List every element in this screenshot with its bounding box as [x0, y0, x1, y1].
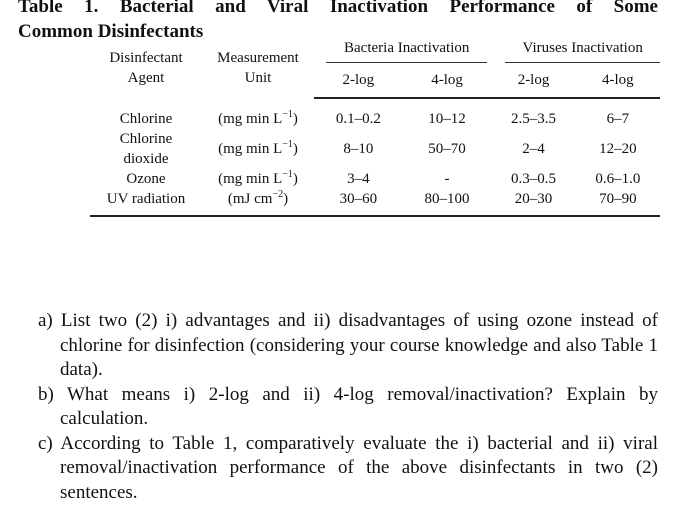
- table-row: Ozone (mg min L−1) 3–4 - 0.3–0.5 0.6–1.0: [90, 169, 660, 189]
- table-caption: Table 1. Bacterial and Viral Inactivatio…: [18, 0, 658, 44]
- cell-viruses-4log: 12–20: [599, 141, 637, 157]
- cell-bacteria-4log: 80–100: [402, 189, 492, 217]
- header-agent: Disinfectant Agent: [109, 50, 183, 86]
- caption-line-1: Table 1. Bacterial and Viral Inactivatio…: [18, 0, 658, 17]
- cell-agent: UV radiation: [90, 189, 202, 217]
- cell-unit: (mJ cm−2): [202, 189, 314, 217]
- cell-bacteria-2log: 8–10: [343, 141, 374, 157]
- question-a: a) List two (2) i) advantages and ii) di…: [38, 310, 658, 380]
- cell-agent: Chlorine dioxide: [119, 131, 173, 167]
- questions-list: a) List two (2) i) advantages and ii) di…: [38, 309, 658, 505]
- cell-bacteria-2log: 30–60: [314, 189, 403, 217]
- cell-agent: Ozone: [126, 171, 166, 187]
- table-row: Chlorine (mg min L−1) 0.1–0.2 10–12 2.5–…: [90, 98, 660, 129]
- cell-unit: (mg min L−1): [218, 169, 298, 188]
- cell-viruses-4log: 70–90: [575, 189, 660, 217]
- caption-line-2: Common Disinfectants: [18, 21, 204, 42]
- header-unit: Measurement Unit: [217, 50, 299, 86]
- cell-unit: (mg min L−1): [218, 108, 298, 127]
- header-bacteria-group: Bacteria Inactivation: [314, 38, 491, 63]
- cell-bacteria-4log: -: [444, 171, 450, 187]
- question-c: c) According to Table 1, comparatively e…: [38, 432, 658, 503]
- cell-viruses-2log: 20–30: [491, 189, 576, 217]
- header-viruses-2log: 2-log: [491, 63, 576, 99]
- cell-viruses-2log: 0.3–0.5: [511, 171, 557, 187]
- cell-viruses-2log: 2–4: [522, 141, 545, 157]
- cell-unit: (mg min L−1): [218, 139, 298, 158]
- cell-agent: Chlorine: [119, 110, 173, 127]
- cell-bacteria-4log: 10–12: [428, 111, 466, 127]
- question-b: b) What means i) 2-log and ii) 4-log rem…: [38, 383, 658, 430]
- table-row: UV radiation (mJ cm−2) 30–60 80–100 20–3…: [90, 189, 660, 217]
- header-viruses-4log: 4-log: [575, 63, 660, 99]
- header-bacteria-4log: 4-log: [402, 63, 492, 99]
- cell-viruses-2log: 2.5–3.5: [511, 111, 557, 127]
- cell-bacteria-2log: 3–4: [347, 171, 370, 187]
- cell-bacteria-4log: 50–70: [428, 141, 466, 157]
- header-viruses-group: Viruses Inactivation: [491, 38, 660, 63]
- cell-viruses-4log: 6–7: [606, 111, 630, 127]
- cell-viruses-4log: 0.6–1.0: [595, 171, 641, 187]
- header-bacteria-2log: 2-log: [314, 63, 403, 99]
- disinfectant-table: Disinfectant Agent Measurement Unit Bacter…: [90, 38, 660, 217]
- cell-bacteria-2log: 0.1–0.2: [335, 111, 381, 127]
- table-row: Chlorine dioxide (mg min L−1) 8–10 50–70 …: [90, 129, 660, 169]
